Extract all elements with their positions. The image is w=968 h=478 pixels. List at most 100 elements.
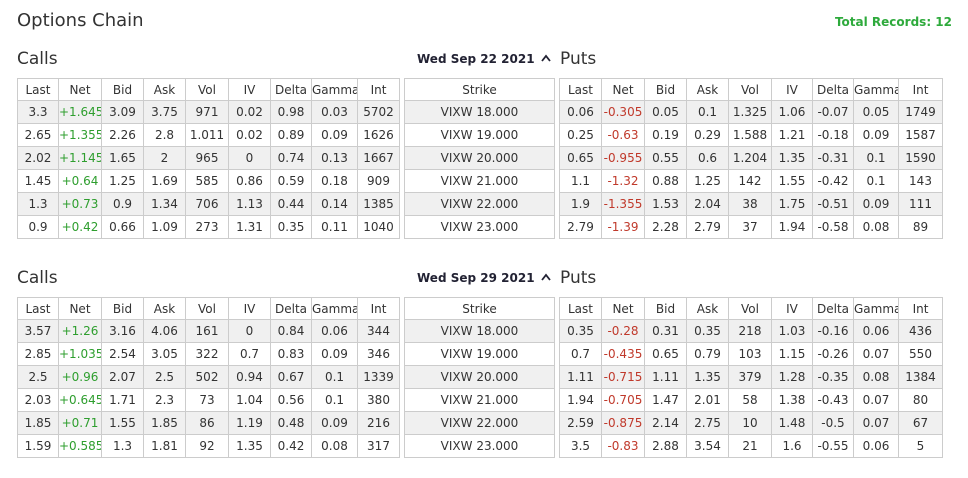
cell: 89 — [898, 215, 943, 239]
cell: 0.9 — [17, 215, 59, 239]
column-header: Last — [17, 297, 59, 320]
strike-table: Strike VIXW 18.000 VIXW 19.000 VIXW 20.000 V… — [404, 297, 555, 458]
cell: 1.3 — [101, 434, 144, 458]
cell: 0.06 — [311, 319, 358, 343]
column-header: Int — [357, 297, 400, 320]
cell: 216 — [357, 411, 400, 435]
cell: 0.14 — [311, 192, 358, 216]
cell: 322 — [185, 342, 229, 366]
collapse-caret[interactable] — [540, 272, 554, 282]
calls-label: Calls — [17, 49, 58, 69]
cell: 0.1 — [686, 100, 729, 124]
caret-line — [540, 54, 551, 62]
cell: 86 — [185, 411, 229, 435]
data-row: 2.5 +0.96 2.07 2.5 502 0.94 0.67 0.1 1339 — [17, 365, 400, 389]
data-row: 0.25 -0.63 0.19 0.29 1.588 1.21 -0.18 0.09 1587 — [559, 123, 943, 147]
cell: 0.1 — [853, 169, 899, 193]
cell: 3.16 — [101, 319, 144, 343]
expiry-date[interactable]: Wed Sep 22 2021 — [417, 48, 554, 70]
data-row: 0.06 -0.305 0.05 0.1 1.325 1.06 -0.07 0.05 1749 — [559, 100, 943, 124]
cell: 0.07 — [853, 388, 899, 412]
data-row: 2.03 +0.645 1.71 2.3 73 1.04 0.56 0.1 380 — [17, 388, 400, 412]
calls-table: Last Net Bid Ask Vol IV Delta Gamma Int 3.3 +1.645… — [17, 78, 400, 239]
strike-cell: VIXW 22.000 — [404, 411, 555, 435]
cell: +1.26 — [58, 319, 102, 343]
column-header: Delta — [812, 78, 854, 101]
cell: +0.64 — [58, 169, 102, 193]
cell: +0.73 — [58, 192, 102, 216]
data-row: VIXW 23.000 — [404, 434, 555, 458]
cell: 0.09 — [311, 123, 358, 147]
cell: 1.28 — [771, 365, 813, 389]
cell: 1.13 — [228, 192, 271, 216]
expiry-date[interactable]: Wed Sep 29 2021 — [417, 267, 554, 289]
cell: 1.81 — [143, 434, 186, 458]
puts-table: Last Net Bid Ask Vol IV Delta Gamma Int 0.35 -0.28… — [559, 297, 943, 458]
cell: -0.26 — [812, 342, 854, 366]
strike-cell: VIXW 19.000 — [404, 123, 555, 147]
data-row: VIXW 21.000 — [404, 169, 555, 193]
cell: 1.69 — [143, 169, 186, 193]
cell: 965 — [185, 146, 229, 170]
data-row: VIXW 20.000 — [404, 365, 555, 389]
calls-label: Calls — [17, 268, 58, 288]
column-header: Ask — [686, 297, 729, 320]
column-header: IV — [771, 297, 813, 320]
data-row: VIXW 21.000 — [404, 388, 555, 412]
cell: -0.07 — [812, 100, 854, 124]
column-header: Delta — [812, 297, 854, 320]
cell: 1.45 — [17, 169, 59, 193]
cell: 1.55 — [771, 169, 813, 193]
cell: 1.25 — [101, 169, 144, 193]
column-header: Net — [601, 78, 645, 101]
strike-table: Strike VIXW 18.000 VIXW 19.000 VIXW 20.000 V… — [404, 78, 555, 239]
cell: 142 — [728, 169, 772, 193]
data-row: 1.1 -1.32 0.88 1.25 142 1.55 -0.42 0.1 143 — [559, 169, 943, 193]
cell: 5702 — [357, 100, 400, 124]
strike-cell: VIXW 20.000 — [404, 365, 555, 389]
collapse-caret[interactable] — [540, 53, 554, 63]
column-header: Int — [357, 78, 400, 101]
data-row: 2.65 +1.355 2.26 2.8 1.011 0.02 0.89 0.09 1626 — [17, 123, 400, 147]
cell: 1.85 — [143, 411, 186, 435]
cell: 1.9 — [559, 192, 602, 216]
cell: 1.6 — [771, 434, 813, 458]
data-row: VIXW 23.000 — [404, 215, 555, 239]
data-row: 2.85 +1.035 2.54 3.05 322 0.7 0.83 0.09 346 — [17, 342, 400, 366]
cell: 0.84 — [270, 319, 312, 343]
cell: 1.011 — [185, 123, 229, 147]
column-header: Gamma — [311, 297, 358, 320]
column-header: Net — [601, 297, 645, 320]
column-header: Last — [17, 78, 59, 101]
cell: -0.305 — [601, 100, 645, 124]
cell: 3.09 — [101, 100, 144, 124]
caret-line — [540, 273, 551, 281]
cell: 0.06 — [853, 434, 899, 458]
data-row: 1.94 -0.705 1.47 2.01 58 1.38 -0.43 0.07 80 — [559, 388, 943, 412]
cell: -0.435 — [601, 342, 645, 366]
cell: 1.25 — [686, 169, 729, 193]
cell: 2.88 — [644, 434, 687, 458]
cell: +0.71 — [58, 411, 102, 435]
data-row: 0.65 -0.955 0.55 0.6 1.204 1.35 -0.31 0.1 1590 — [559, 146, 943, 170]
cell: 58 — [728, 388, 772, 412]
cell: 1.3 — [17, 192, 59, 216]
cell: 0.08 — [853, 215, 899, 239]
column-header: Int — [898, 297, 943, 320]
header-row: Last Net Bid Ask Vol IV Delta Gamma Int — [17, 78, 400, 101]
column-header: Bid — [644, 297, 687, 320]
cell: -0.55 — [812, 434, 854, 458]
cell: 1.11 — [644, 365, 687, 389]
cell: +0.645 — [58, 388, 102, 412]
cell: 0.05 — [644, 100, 687, 124]
cell: -0.18 — [812, 123, 854, 147]
cell: 0.65 — [559, 146, 602, 170]
cell: 103 — [728, 342, 772, 366]
cell: -0.715 — [601, 365, 645, 389]
cell: 2.79 — [686, 215, 729, 239]
cell: 0.74 — [270, 146, 312, 170]
cell: 1385 — [357, 192, 400, 216]
cell: +0.585 — [58, 434, 102, 458]
strike-cell: VIXW 18.000 — [404, 319, 555, 343]
cell: 0.7 — [559, 342, 602, 366]
